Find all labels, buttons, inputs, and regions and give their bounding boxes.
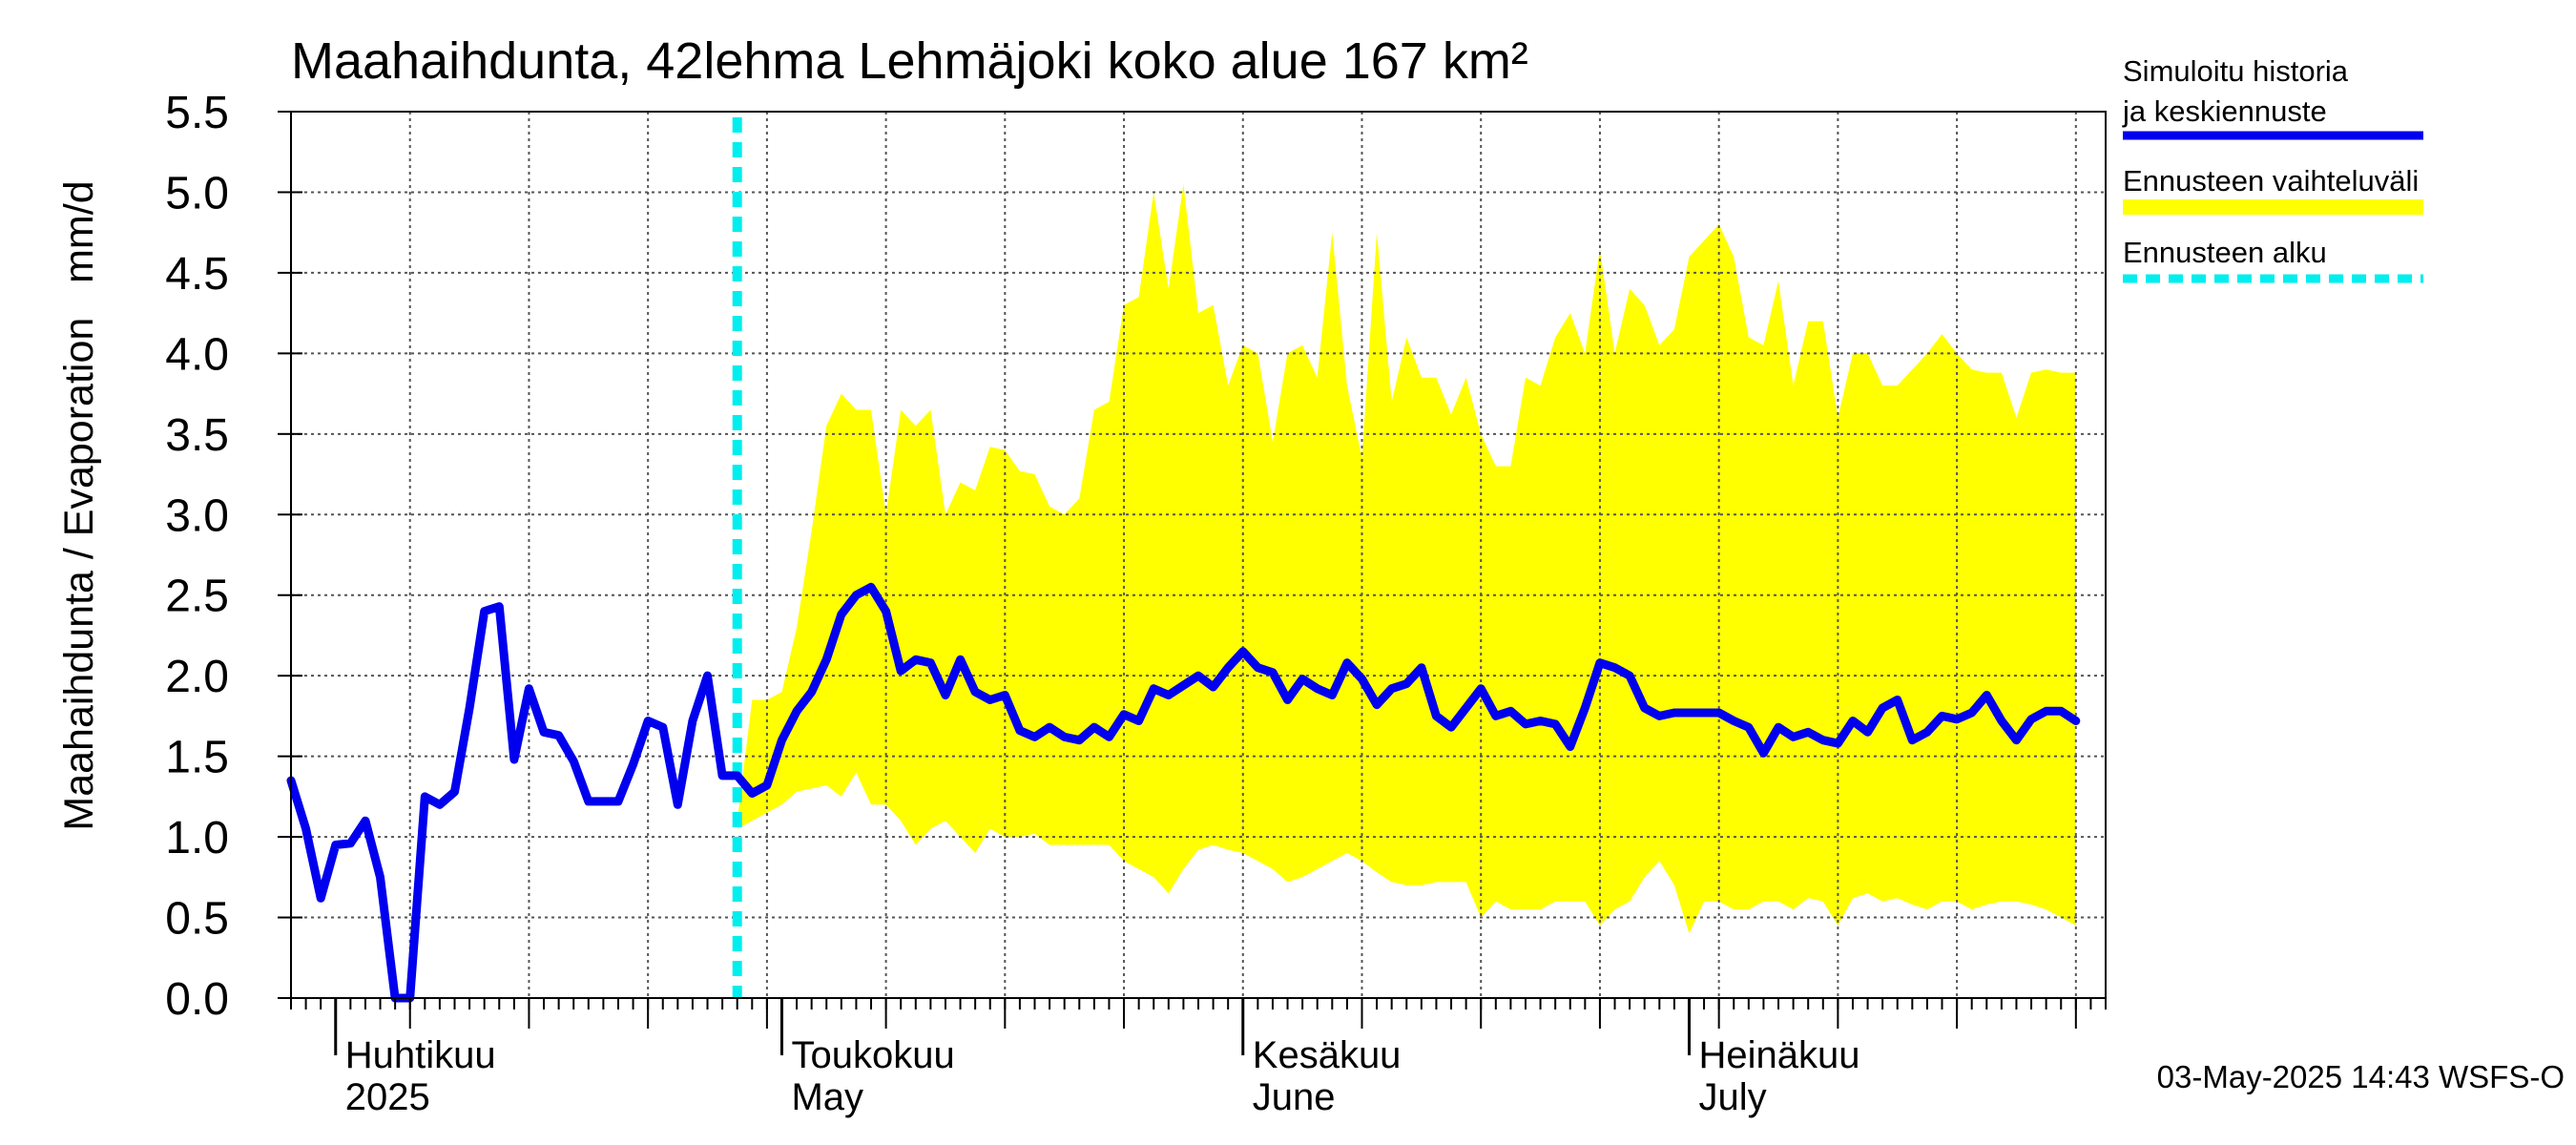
- x-month-label: Kesäkuu: [1253, 1034, 1402, 1076]
- y-tick-label: 0.5: [165, 894, 229, 945]
- y-tick-label: 5.5: [165, 88, 229, 138]
- forecast-band-area: [737, 184, 2076, 934]
- y-tick-label: 1.0: [165, 813, 229, 864]
- y-tick-label: 2.5: [165, 572, 229, 622]
- y-tick-label: 3.5: [165, 410, 229, 461]
- grid: [291, 112, 2106, 998]
- forecast-range-band: [737, 184, 2076, 934]
- axes: 0.0 0.5 1.0 1.5 2.0 2.5 3.0 3.5 4.0 4.5 5.0 5.5 Huht…: [165, 88, 2107, 1118]
- footer-timestamp: 03-May-2025 14:43 WSFS-O: [2157, 1059, 2565, 1094]
- y-tick-label: 5.0: [165, 168, 229, 219]
- legend-label-mean-line1: Simuloitu historia: [2123, 54, 2349, 88]
- legend-label-forecast-start: Ennusteen alku: [2123, 236, 2327, 269]
- x-month-sublabel: 2025: [345, 1076, 430, 1118]
- y-tick-label: 2.0: [165, 652, 229, 702]
- x-month-label: Heinäkuu: [1698, 1034, 1859, 1076]
- x-month-label: Toukokuu: [791, 1034, 954, 1076]
- mean-series-line: [286, 582, 2081, 1003]
- y-tick-label: 4.5: [165, 249, 229, 300]
- x-month-sublabel: May: [791, 1076, 863, 1118]
- y-tick-label: 1.5: [165, 733, 229, 783]
- legend-label-band: Ennusteen vaihteluväli: [2123, 164, 2419, 198]
- chart-title: Maahaihdunta, 42lehma Lehmäjoki koko alu…: [291, 32, 1528, 90]
- mean-series: [286, 582, 2081, 1003]
- y-axis-label: Maahaihdunta / Evaporation mm/d: [56, 180, 102, 830]
- y-tick-label: 4.0: [165, 329, 229, 380]
- y-tick-label: 3.0: [165, 490, 229, 541]
- legend: Simuloitu historia ja keskiennuste Ennuste…: [2122, 54, 2423, 283]
- legend-swatch-band: [2123, 199, 2423, 215]
- x-month-label: Huhtikuu: [345, 1034, 496, 1076]
- y-tick-label: 0.0: [165, 974, 229, 1025]
- x-month-sublabel: June: [1253, 1076, 1336, 1118]
- legend-label-mean-line2: ja keskiennuste: [2122, 94, 2327, 128]
- x-month-sublabel: July: [1698, 1076, 1766, 1118]
